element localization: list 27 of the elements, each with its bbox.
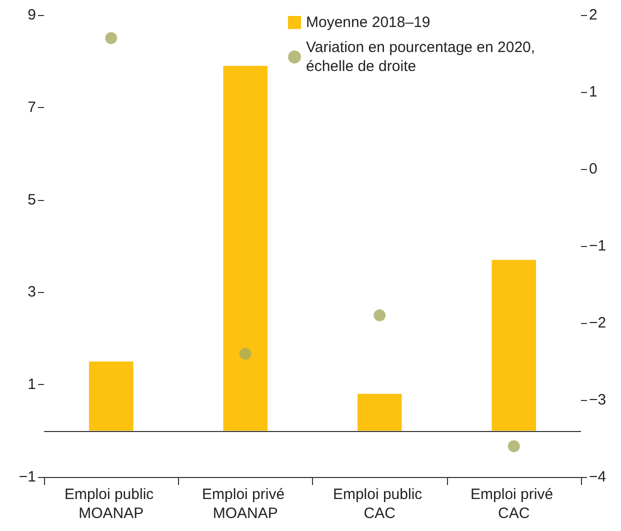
y2-tick-label: −1 xyxy=(589,238,606,254)
y-tick-label: 1 xyxy=(28,376,36,394)
y-tick-label: 9 xyxy=(28,6,36,24)
point xyxy=(374,309,386,322)
legend-label: Moyenne 2018–19 xyxy=(306,14,430,31)
bar xyxy=(88,362,134,431)
x-tick-label: Emploi public CAC xyxy=(332,486,426,522)
x-tick-label: Emploi privé CAC xyxy=(470,486,558,522)
y-tick-label: 5 xyxy=(28,191,36,208)
y2-tick-label: −4 xyxy=(589,468,606,486)
bar xyxy=(492,260,536,431)
y2-tick-label: −3 xyxy=(589,392,606,408)
bar xyxy=(357,394,402,431)
y-tick-label: −1 xyxy=(18,468,36,486)
y2-tick-label: 2 xyxy=(589,6,598,24)
y-tick-label: 3 xyxy=(28,284,36,301)
x-tick-label: Emploi privé MOANAP xyxy=(202,486,289,522)
point xyxy=(105,32,118,44)
point xyxy=(508,440,520,452)
legend-label: Variation en pourcentage en 2020, échelle de droite xyxy=(306,39,540,75)
y2-tick-label: 0 xyxy=(589,160,598,178)
y2-tick-label: −2 xyxy=(589,314,606,332)
bar xyxy=(223,66,268,431)
x-tick-label: Emploi public MOANAP xyxy=(64,486,158,522)
point xyxy=(239,348,252,360)
y-tick-label: 7 xyxy=(28,98,36,116)
y2-tick-label: 1 xyxy=(589,84,598,100)
